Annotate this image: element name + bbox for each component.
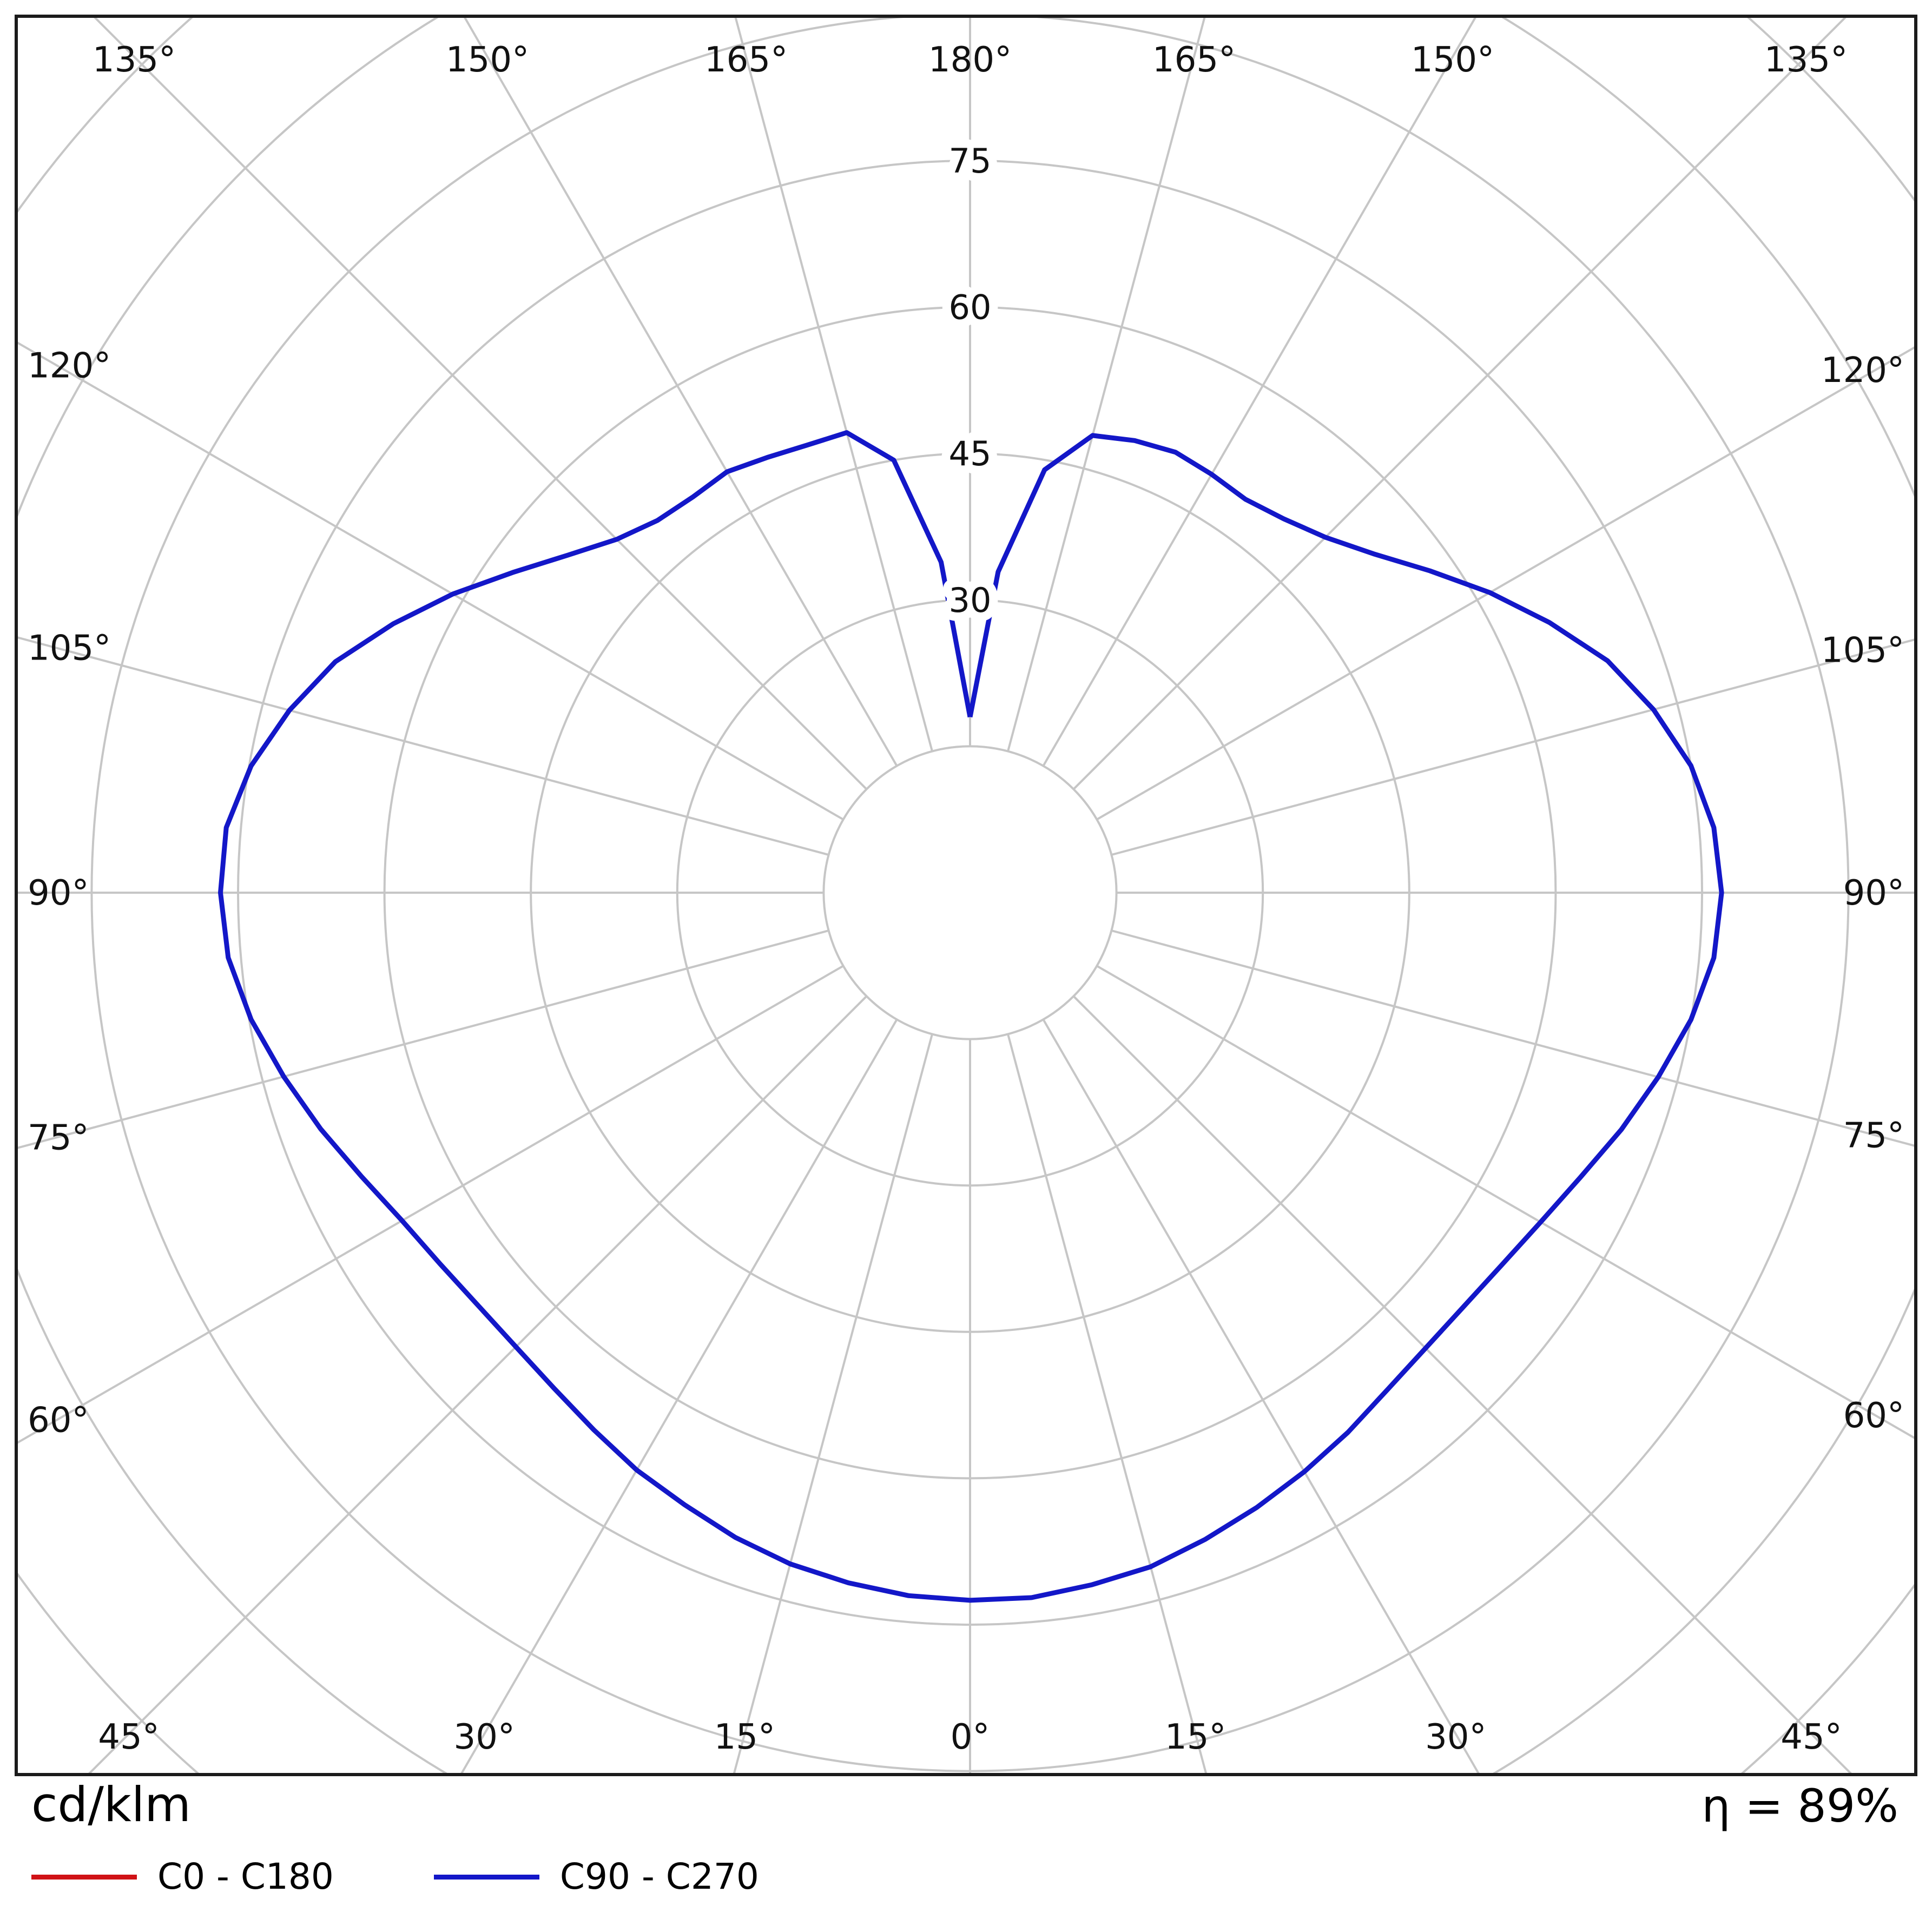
angle-label: 45°	[1781, 1717, 1842, 1757]
radial-tick-label: 75	[949, 141, 992, 181]
angle-label: 120°	[28, 346, 111, 386]
angle-label: 60°	[28, 1401, 89, 1441]
grid-spoke	[1111, 638, 1914, 856]
grid-spoke	[1111, 929, 1914, 1147]
grid-spoke	[460, 1019, 898, 1773]
grid-spoke	[18, 965, 844, 1444]
angle-label: 75°	[1843, 1116, 1904, 1156]
angle-label: 150°	[446, 40, 529, 80]
red-line-swatch	[31, 1874, 137, 1880]
legend-label-c90-c270: C90 - C270	[559, 1856, 759, 1897]
angle-label: 135°	[1764, 40, 1848, 80]
radial-tick-label: 60	[949, 288, 992, 327]
legend: C0 - C180 C90 - C270	[31, 1859, 759, 1895]
blue-line-swatch	[433, 1874, 539, 1880]
grid-spoke	[1096, 965, 1914, 1439]
grid-spoke	[1042, 1019, 1480, 1773]
radial-tick-label: 30	[949, 581, 992, 620]
angle-label: 15°	[1165, 1717, 1226, 1757]
grid-spoke	[1096, 346, 1914, 821]
angle-label: 90°	[28, 873, 89, 913]
chart-frame	[15, 15, 1917, 1776]
angle-label: 165°	[704, 40, 788, 80]
grid-spoke	[18, 929, 829, 1149]
grid-spoke	[1072, 18, 1847, 790]
efficiency-label: η = 89%	[1702, 1779, 1898, 1832]
angle-label: 45°	[98, 1717, 159, 1757]
angle-label: 30°	[1425, 1717, 1486, 1757]
angle-label: 60°	[1843, 1396, 1904, 1436]
grid-spoke	[18, 341, 844, 821]
angle-label: 120°	[1821, 351, 1904, 391]
grid-spoke	[18, 636, 829, 856]
grid-spoke	[88, 995, 868, 1773]
legend-label-c0-c180: C0 - C180	[157, 1856, 334, 1897]
unit-label: cd/klm	[31, 1777, 192, 1832]
angle-label: 15°	[714, 1717, 775, 1757]
grid-spoke	[1072, 995, 1852, 1773]
angle-label: 105°	[28, 629, 111, 669]
angle-label: 90°	[1843, 873, 1904, 913]
grid-spoke	[94, 18, 868, 790]
grid-spoke	[1042, 18, 1476, 767]
grid-spoke	[1007, 1033, 1207, 1773]
legend-item-c0-c180: C0 - C180	[31, 1859, 334, 1895]
radial-tick-label: 45	[949, 434, 992, 473]
curve-c90-c270	[218, 430, 1724, 1603]
grid-spoke	[734, 18, 933, 752]
angle-label: 0°	[951, 1717, 990, 1757]
angle-label: 150°	[1411, 40, 1494, 80]
grid-spoke	[464, 18, 898, 767]
legend-item-c90-c270: C90 - C270	[433, 1856, 759, 1897]
angle-label: 180°	[928, 40, 1012, 80]
grid-spoke	[1007, 18, 1206, 752]
angle-label: 105°	[1821, 631, 1904, 671]
angle-label: 135°	[93, 40, 176, 80]
angle-label: 165°	[1152, 40, 1236, 80]
angle-label: 30°	[453, 1717, 515, 1757]
angle-label: 75°	[28, 1118, 89, 1158]
grid-spoke	[733, 1033, 933, 1773]
